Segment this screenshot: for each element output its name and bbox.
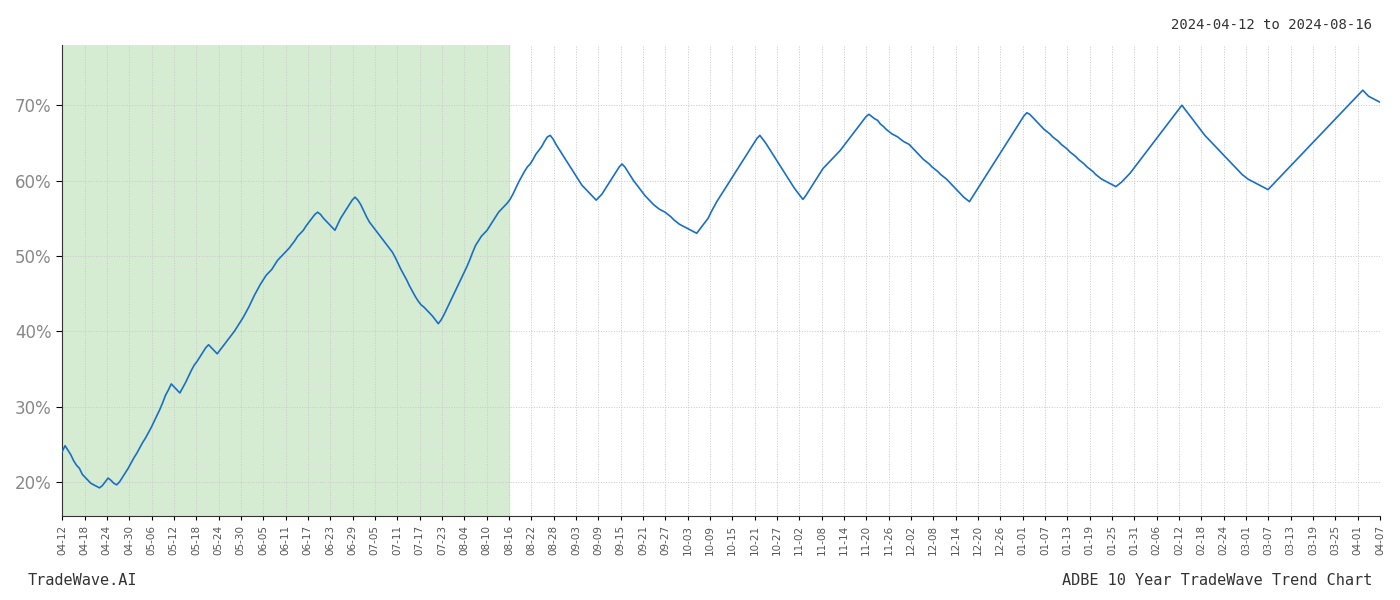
Text: ADBE 10 Year TradeWave Trend Chart: ADBE 10 Year TradeWave Trend Chart [1061,573,1372,588]
Bar [62,45,508,516]
Text: 2024-04-12 to 2024-08-16: 2024-04-12 to 2024-08-16 [1170,18,1372,32]
Text: TradeWave.AI: TradeWave.AI [28,573,137,588]
